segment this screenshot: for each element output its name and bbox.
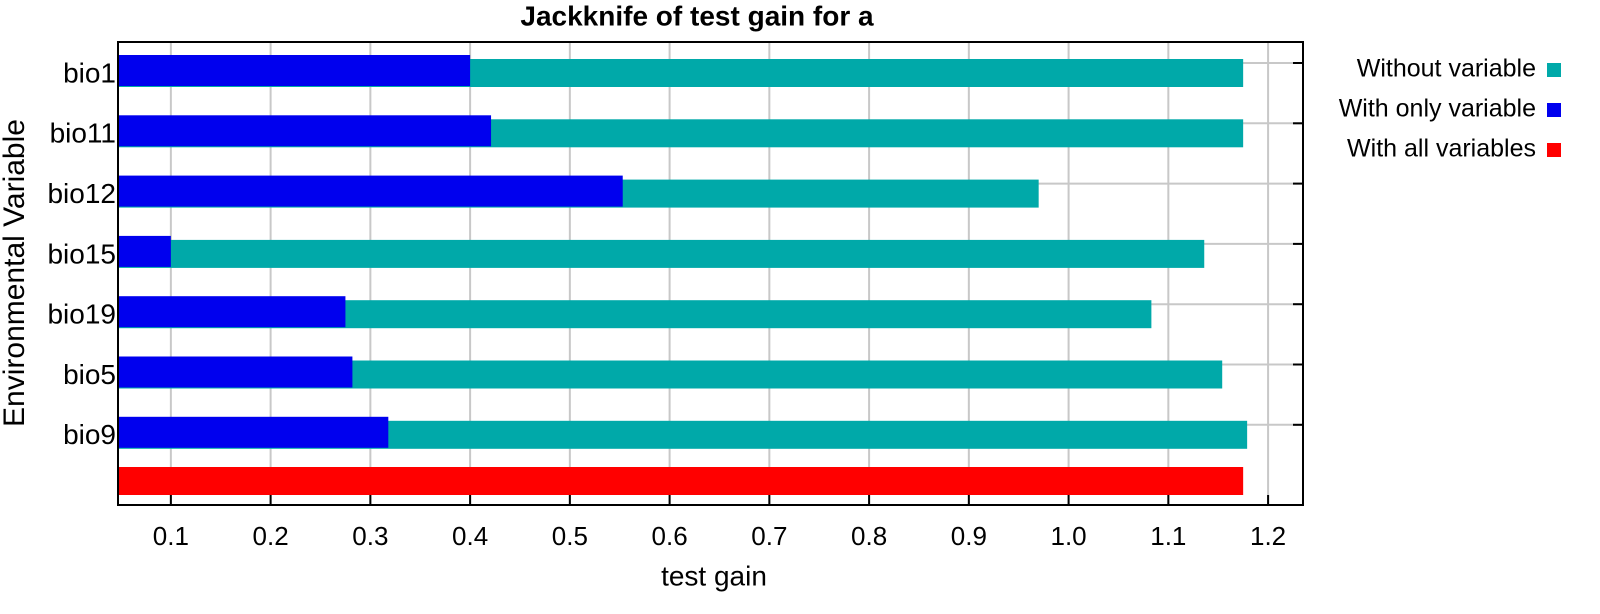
x-axis-label: test gain [661, 560, 767, 591]
bar [118, 296, 346, 328]
legend-label: With only variable [1339, 95, 1536, 123]
x-tick-label: 1.2 [1250, 521, 1286, 551]
y-tick-label: bio19 [47, 299, 116, 330]
x-tick-label: 1.1 [1150, 521, 1186, 551]
x-tick-label: 0.7 [751, 521, 787, 551]
y-tick-label: bio9 [63, 419, 116, 450]
legend-label: With all variables [1347, 135, 1536, 163]
x-tick-label: 0.1 [153, 521, 189, 551]
legend-label: Without variable [1357, 55, 1536, 83]
legend-swatch [1547, 143, 1561, 157]
y-tick-label: bio15 [47, 238, 116, 269]
legend-swatch [1547, 63, 1561, 77]
plot-frame [117, 41, 1304, 506]
chart-title: Jackknife of test gain for a [520, 0, 874, 31]
y-tick-label: bio1 [63, 57, 116, 88]
legend-swatch [1547, 103, 1561, 117]
bar [118, 239, 1205, 268]
x-tick-label: 0.4 [452, 521, 488, 551]
bar [118, 55, 471, 86]
x-tick-label: 0.8 [851, 521, 887, 551]
bar [118, 356, 353, 388]
bar [118, 416, 389, 448]
y-tick-label: bio5 [63, 359, 116, 390]
x-tick-label: 0.5 [552, 521, 588, 551]
x-tick-label: 0.3 [352, 521, 388, 551]
x-tick-label: 1.0 [1051, 521, 1087, 551]
bar [118, 235, 171, 267]
x-tick-label: 0.6 [652, 521, 688, 551]
bar [118, 467, 1244, 495]
y-axis-label: Environmental Variable [0, 119, 31, 427]
bar [118, 175, 623, 207]
y-tick-label: bio11 [50, 118, 116, 149]
y-tick-label: bio12 [47, 178, 116, 209]
x-tick-label: 0.9 [951, 521, 987, 551]
x-tick-label: 0.2 [253, 521, 289, 551]
bar [118, 115, 492, 147]
